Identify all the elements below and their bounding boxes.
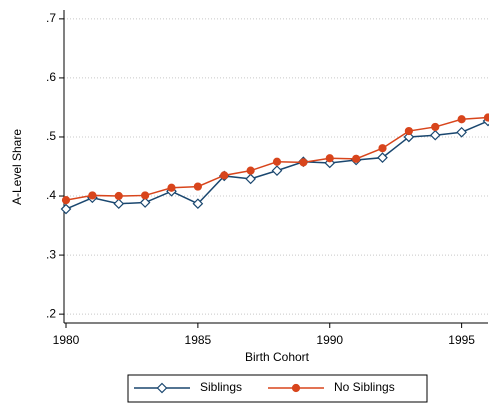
legend-marker (156, 382, 168, 394)
data-point (246, 166, 255, 175)
data-point (404, 126, 413, 136)
legend-label: Siblings (200, 380, 242, 394)
data-point (141, 191, 150, 200)
y-tick-label: .6 (46, 70, 56, 84)
x-tick-label: 1985 (185, 333, 212, 347)
y-tick-label: .4 (46, 188, 56, 202)
data-point (429, 129, 441, 141)
data-point (245, 173, 256, 185)
data-point (403, 131, 415, 143)
data-point (114, 191, 123, 201)
x-tick-label: 1990 (316, 333, 343, 347)
x-tick-label: 1980 (53, 333, 80, 347)
y-tick-label: .5 (46, 129, 56, 143)
y-tick-label: .7 (46, 11, 56, 25)
data-point (299, 158, 308, 167)
data-point (61, 196, 71, 205)
data-point (272, 157, 282, 166)
y-axis-label: A-Level Share (10, 129, 24, 205)
data-point (220, 171, 229, 180)
data-point (139, 197, 151, 208)
legend-marker (291, 383, 301, 393)
data-point (377, 152, 388, 163)
y-tick-label: .2 (46, 306, 56, 320)
data-point (271, 165, 283, 176)
x-axis-label: Birth Cohort (245, 350, 310, 364)
data-point (325, 154, 334, 163)
data-point (378, 144, 387, 153)
x-tick-label: 1995 (448, 333, 475, 347)
y-tick-label: .3 (46, 247, 56, 261)
data-point (60, 203, 72, 215)
data-point (352, 154, 361, 163)
data-point (457, 115, 466, 124)
data-point (88, 191, 97, 200)
data-point (193, 182, 202, 191)
data-point (113, 198, 125, 210)
legend-label: No Siblings (334, 380, 395, 394)
data-point (431, 122, 440, 132)
data-point (483, 113, 489, 122)
data-point (456, 126, 467, 138)
data-point (167, 183, 176, 192)
data-point (192, 198, 204, 210)
